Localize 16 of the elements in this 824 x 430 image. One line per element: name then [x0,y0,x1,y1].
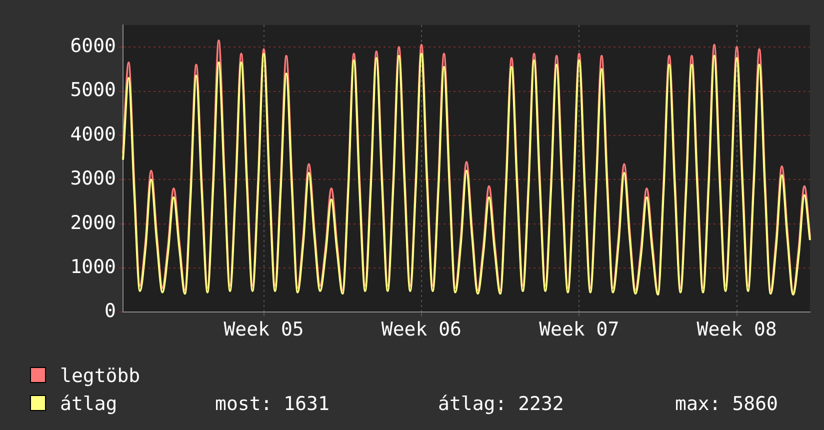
y-tick-label: 6000 [70,35,116,58]
text: max: 5860 [675,392,778,417]
y-tick-label: 4000 [70,123,116,146]
y-tick-label: 0 [104,300,116,322]
legend-label: átlag [60,393,118,415]
legend-label: legtöbb [60,365,140,387]
y-tick-label: 3000 [70,168,116,190]
x-tick-label: Week 07 [539,318,620,341]
text: átlag: 2232 [438,392,564,417]
y-tick-label: 2000 [70,212,116,234]
y-tick-label: 1000 [70,256,116,278]
x-tick-label: Week 06 [381,318,462,341]
y-tick-label: 5000 [70,79,116,102]
text: most: 1631 [215,392,330,417]
x-tick-label: Week 05 [224,318,304,341]
x-tick-label: Week 08 [696,318,777,341]
